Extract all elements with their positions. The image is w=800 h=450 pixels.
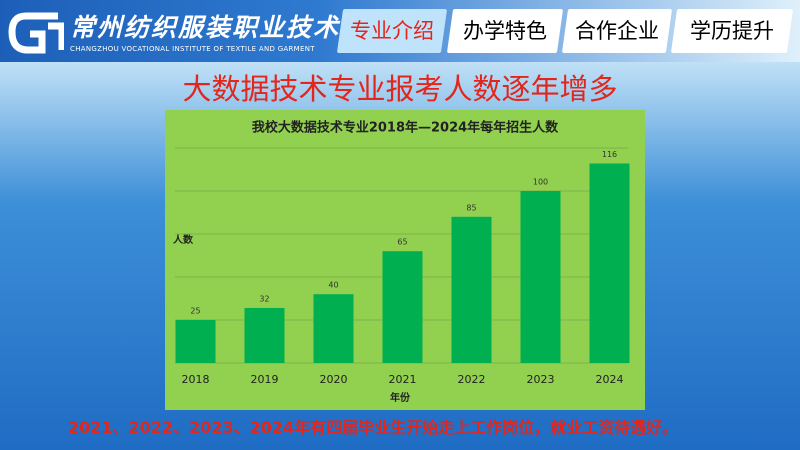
y-axis-label: 人数: [173, 233, 194, 246]
logo: [8, 12, 64, 54]
bar: [175, 320, 216, 363]
x-tick-label: 2020: [320, 373, 348, 386]
chart-title: 我校大数据技术专业2018年—2024年每年招生人数: [252, 120, 559, 136]
value-label: 32: [259, 294, 269, 303]
school-name-en: CHANGZHOU VOCATIONAL INSTITUTE OF TEXTIL…: [70, 45, 315, 53]
value-label: 65: [397, 238, 407, 247]
x-tick-label: 2021: [389, 373, 417, 386]
x-tick-label: 2024: [596, 373, 624, 386]
headline: 大数据技术专业报考人数逐年增多: [182, 72, 618, 106]
x-axis-label: 年份: [390, 391, 411, 404]
footer-note: 2021、2022、2023、2024年有四届毕业生开始走上工作岗位，就业工资待…: [68, 418, 679, 437]
value-label: 25: [190, 307, 200, 316]
bar: [313, 294, 354, 363]
value-label: 100: [533, 178, 548, 187]
x-tick-label: 2023: [527, 373, 555, 386]
bar: [244, 307, 285, 363]
x-tick-label: 2018: [182, 373, 210, 386]
bar: [382, 251, 423, 363]
value-label: 85: [466, 203, 476, 212]
x-tick-label: 2022: [458, 373, 486, 386]
bar: [520, 191, 561, 363]
value-label: 40: [328, 281, 338, 290]
bar: [589, 163, 630, 363]
bar: [451, 216, 492, 363]
x-tick-label: 2019: [251, 373, 279, 386]
value-label: 116: [602, 150, 617, 159]
